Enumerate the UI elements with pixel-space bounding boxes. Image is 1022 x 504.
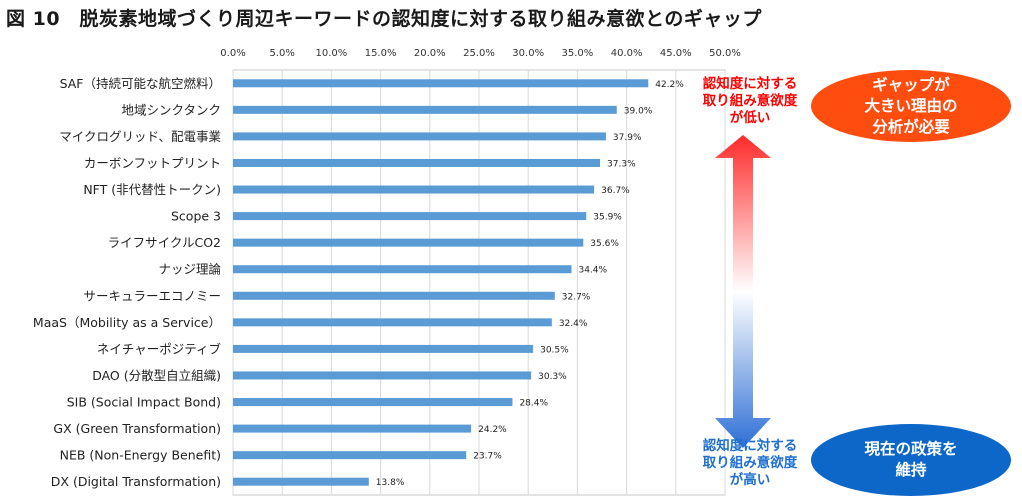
bar [233, 291, 555, 300]
bar [233, 265, 572, 274]
data-label: 32.4% [559, 319, 588, 329]
data-label: 30.5% [540, 345, 569, 355]
maintain-policy-ellipse: 現在の政策を 維持 [811, 424, 1011, 496]
category-label: ナッジ理論 [158, 262, 221, 277]
category-label: SIB (Social Impact Bond) [67, 395, 221, 410]
bar [233, 212, 587, 221]
category-label: マイクログリッド、配電事業 [59, 129, 221, 144]
low-motivation-line-2: 取り組み意欲度 [702, 93, 798, 109]
bar [233, 477, 369, 486]
bar [233, 132, 606, 141]
category-label: NFT (非代替性トークン) [83, 182, 221, 197]
low-motivation-line-1: 認知度に対する [702, 76, 798, 92]
bar [233, 158, 601, 167]
x-tick-label: 20.0% [414, 48, 446, 59]
bar [233, 238, 584, 247]
data-label: 30.3% [538, 372, 567, 382]
gap-ellipse-line-3: 分析が必要 [872, 117, 950, 136]
bar [233, 451, 467, 460]
gap-ellipse-line-2: 大きい理由の [864, 96, 958, 115]
data-label: 32.7% [562, 292, 591, 302]
category-label: SAF（持続可能な航空燃料） [60, 76, 221, 91]
figure-title: 図 10 脱炭素地域づくり周辺キーワードの認知度に対する取り組み意欲とのギャップ [6, 8, 762, 30]
x-tick-label: 30.0% [512, 48, 544, 59]
bar [233, 79, 649, 88]
data-label: 35.6% [590, 239, 619, 249]
x-tick-label: 15.0% [365, 48, 397, 59]
gradient-arrow [715, 135, 771, 448]
category-label: MaaS（Mobility as a Service） [33, 315, 221, 330]
data-label: 13.8% [376, 478, 405, 488]
x-tick-label: 25.0% [463, 48, 495, 59]
policy-ellipse-line-1: 現在の政策を [864, 440, 958, 458]
bar [233, 424, 472, 433]
data-label: 37.9% [613, 133, 642, 143]
bar [233, 185, 595, 194]
category-label: ライフサイクルCO2 [108, 235, 221, 250]
high-motivation-label: 認知度に対する 取り組み意欲度 が高い [690, 438, 810, 489]
bar [233, 371, 532, 380]
x-tick-label: 50.0% [709, 48, 741, 59]
x-tick-label: 35.0% [562, 48, 594, 59]
data-label: 23.7% [473, 452, 502, 462]
data-label: 35.9% [593, 213, 622, 223]
high-motivation-line-1: 認知度に対する [702, 438, 798, 454]
low-motivation-line-3: が低い [729, 110, 771, 126]
category-label: ネイチャーポジティブ [97, 341, 222, 356]
data-label: 36.7% [601, 186, 630, 196]
data-label: 28.4% [519, 399, 548, 409]
category-label: 地域シンクタンク [121, 102, 221, 117]
high-motivation-line-2: 取り組み意欲度 [702, 455, 798, 471]
x-tick-label: 40.0% [611, 48, 643, 59]
x-tick-label: 5.0% [269, 48, 294, 59]
high-motivation-line-3: が高い [729, 472, 771, 488]
bar [233, 105, 617, 114]
low-motivation-label: 認知度に対する 取り組み意欲度 が低い [690, 76, 810, 127]
bar [233, 398, 513, 407]
gap-analysis-ellipse: ギャップが 大きい理由の 分析が必要 [811, 70, 1011, 142]
gap-ellipse-line-1: ギャップが [872, 75, 950, 94]
x-tick-label: 0.0% [220, 48, 245, 59]
x-tick-label: 45.0% [660, 48, 692, 59]
data-label: 39.0% [624, 106, 653, 116]
category-label: カーボンフットプリント [84, 155, 221, 170]
category-label: DAO (分散型自立組織) [92, 368, 221, 383]
data-label: 34.4% [578, 266, 607, 276]
category-label: DX (Digital Transformation) [51, 474, 221, 489]
category-label: GX (Green Transformation) [53, 421, 221, 436]
category-label: Scope 3 [171, 209, 221, 224]
category-label: サーキュラーエコノミー [83, 288, 221, 303]
bar [233, 344, 534, 353]
x-tick-label: 10.0% [316, 48, 348, 59]
bar [233, 318, 552, 327]
category-label: NEB (Non-Energy Benefit) [60, 448, 221, 463]
data-label: 37.3% [607, 159, 636, 169]
data-label: 24.2% [478, 425, 507, 435]
data-label: 42.2% [655, 80, 684, 90]
policy-ellipse-line-2: 維持 [895, 461, 927, 479]
